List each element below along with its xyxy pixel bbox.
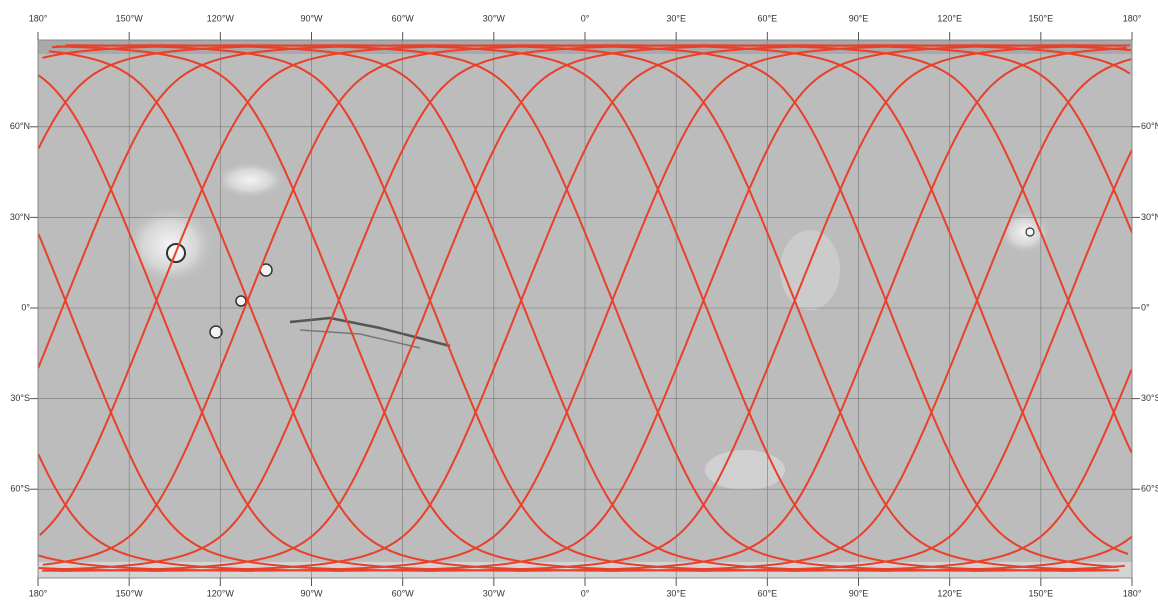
- longitude-label: 0°: [581, 13, 590, 23]
- longitude-label: 120°E: [937, 13, 962, 23]
- longitude-label: 150°W: [116, 13, 144, 23]
- longitude-label: 150°W: [116, 588, 144, 598]
- latitude-label: 30°S: [10, 393, 30, 403]
- longitude-label: 180°: [29, 13, 48, 23]
- longitude-label: 60°E: [758, 13, 778, 23]
- longitude-label: 0°: [581, 588, 590, 598]
- longitude-label: 30°W: [483, 588, 506, 598]
- longitude-label: 180°: [1123, 588, 1142, 598]
- longitude-label: 90°E: [849, 588, 869, 598]
- longitude-label: 120°W: [207, 588, 235, 598]
- longitude-label: 30°E: [666, 588, 686, 598]
- latitude-label: 60°N: [1141, 121, 1158, 131]
- longitude-label: 90°W: [300, 13, 323, 23]
- longitude-label: 60°W: [392, 588, 415, 598]
- longitude-label: 90°E: [849, 13, 869, 23]
- longitude-label: 150°E: [1029, 588, 1054, 598]
- longitude-label: 120°E: [937, 588, 962, 598]
- longitude-label: 30°W: [483, 13, 506, 23]
- latitude-label: 0°: [1141, 302, 1150, 312]
- latitude-label: 60°S: [1141, 484, 1158, 494]
- longitude-label: 180°: [29, 588, 48, 598]
- longitude-label: 60°E: [758, 588, 778, 598]
- latitude-label: 30°N: [10, 212, 30, 222]
- longitude-label: 150°E: [1029, 13, 1054, 23]
- latitude-label: 60°S: [10, 484, 30, 494]
- longitude-label: 90°W: [300, 588, 323, 598]
- page: {"map": { "longitude_labels_top": ["180°…: [0, 0, 1158, 602]
- latitude-label: 30°S: [1141, 393, 1158, 403]
- latitude-label: 60°N: [10, 121, 30, 131]
- map-figure: 180° 180° 150°W 150°W 120°W 120°W 90°W 90°W 60°W…: [0, 0, 1158, 602]
- longitude-label: 60°W: [392, 13, 415, 23]
- longitude-label: 180°: [1123, 13, 1142, 23]
- longitude-label: 120°W: [207, 13, 235, 23]
- latitude-label: 0°: [21, 302, 30, 312]
- latitude-label: 30°N: [1141, 212, 1158, 222]
- longitude-label: 30°E: [666, 13, 686, 23]
